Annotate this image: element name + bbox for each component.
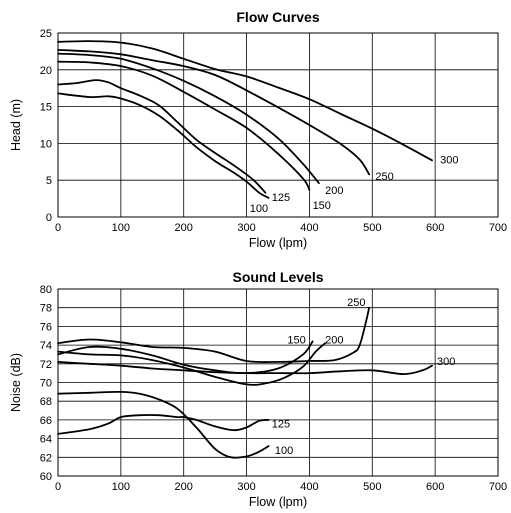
chart-title: Sound Levels [232, 269, 323, 285]
x-tick-label: 200 [175, 222, 193, 234]
y-tick-label: 78 [40, 303, 52, 315]
series-line-200 [57, 342, 326, 386]
series-label-200: 200 [325, 334, 343, 346]
y-tick-label: 25 [40, 28, 52, 40]
y-axis-label: Head (m) [9, 99, 23, 151]
plot-area-frame [57, 288, 499, 477]
plot-area-frame [57, 32, 499, 218]
series-line-125 [57, 79, 267, 194]
series-label-300: 300 [440, 155, 458, 167]
y-axis-label: Noise (dB) [9, 353, 23, 412]
series-line-100 [57, 390, 270, 459]
y-tick-label: 66 [40, 415, 52, 427]
series-label-125: 125 [272, 192, 290, 204]
series-line-250 [57, 306, 370, 363]
x-tick-label: 700 [489, 222, 507, 234]
x-tick-label: 400 [300, 481, 318, 493]
series-label-150: 150 [287, 334, 305, 346]
x-tick-label: 500 [363, 481, 381, 493]
chart-2: Sound Levels 0 100 200 300 400 500 600 700 60 62 64… [9, 269, 507, 509]
y-tick-label: 68 [40, 396, 52, 408]
y-tick-label: 74 [40, 340, 52, 352]
x-tick-label: 500 [363, 222, 381, 234]
y-tick-label: 80 [40, 284, 52, 296]
series-line-150 [57, 60, 311, 191]
series-label-150: 150 [313, 200, 331, 212]
series-line-250 [57, 49, 370, 176]
series-label-300: 300 [437, 356, 455, 368]
y-tick-label: 72 [40, 359, 52, 371]
y-tick-label: 70 [40, 378, 52, 390]
x-tick-label: 0 [55, 481, 61, 493]
y-tick-label: 15 [40, 102, 52, 114]
series-label-250: 250 [375, 171, 393, 183]
x-tick-label: 300 [237, 481, 255, 493]
x-tick-label: 100 [112, 481, 130, 493]
x-tick-label: 0 [55, 222, 61, 234]
x-axis-label: Flow (lpm) [249, 236, 307, 250]
y-tick-label: 0 [46, 212, 52, 224]
y-tick-label: 76 [40, 321, 52, 333]
x-tick-label: 400 [300, 222, 318, 234]
y-tick-label: 60 [40, 471, 52, 483]
series-line-300 [57, 40, 433, 162]
series-label-200: 200 [325, 185, 343, 197]
x-tick-label: 600 [426, 222, 444, 234]
y-tick-label: 62 [40, 452, 52, 464]
x-axis-label: Flow (lpm) [249, 495, 307, 509]
x-tick-label: 600 [426, 481, 444, 493]
x-tick-label: 300 [237, 222, 255, 234]
series-label-100: 100 [250, 203, 268, 215]
y-tick-label: 10 [40, 138, 52, 150]
series-label-100: 100 [275, 445, 293, 457]
series-line-300 [57, 361, 433, 375]
series-line-125 [57, 414, 270, 435]
x-tick-label: 200 [175, 481, 193, 493]
series-label-250: 250 [347, 297, 365, 309]
y-tick-label: 20 [40, 65, 52, 77]
chart-1: Flow Curves 0 100 200 300 400 500 600 700 0 5 10 15 2… [9, 9, 507, 250]
y-tick-label: 5 [46, 175, 52, 187]
chart-title: Flow Curves [236, 9, 319, 25]
y-tick-label: 64 [40, 434, 52, 446]
series-label-125: 125 [272, 419, 290, 431]
series-line-200 [57, 52, 320, 184]
series-line-100 [57, 92, 270, 199]
x-tick-label: 700 [489, 481, 507, 493]
x-tick-label: 100 [112, 222, 130, 234]
